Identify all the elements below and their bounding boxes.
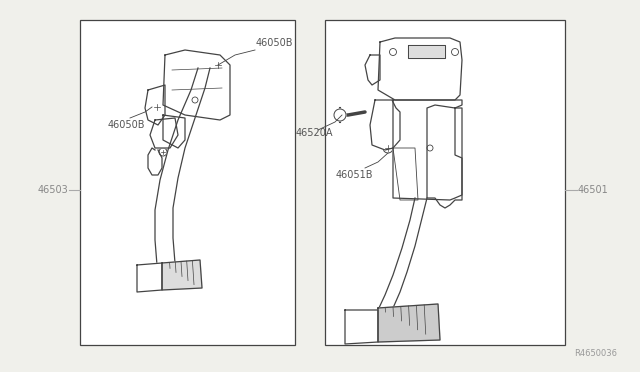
Polygon shape [163,50,230,120]
Bar [325,20,565,345]
Polygon shape [373,198,427,325]
Polygon shape [345,310,378,344]
Polygon shape [408,45,445,58]
Polygon shape [378,304,440,342]
Text: 46051B: 46051B [336,170,374,180]
Polygon shape [163,115,185,148]
Polygon shape [162,260,202,290]
Text: 46520A: 46520A [296,128,333,138]
Text: 46050B: 46050B [108,120,145,130]
Polygon shape [365,55,380,85]
Polygon shape [393,100,462,200]
Text: 46050B: 46050B [256,38,294,48]
Text: 46501: 46501 [578,185,609,195]
Polygon shape [150,118,178,148]
Polygon shape [370,100,400,150]
Text: R4650036: R4650036 [574,349,617,358]
Circle shape [334,109,346,121]
Polygon shape [393,148,418,200]
Polygon shape [145,85,165,125]
Polygon shape [378,38,462,100]
Bar [80,20,295,345]
Text: 46503: 46503 [37,185,68,195]
Polygon shape [137,263,162,292]
Polygon shape [427,105,462,208]
Polygon shape [155,68,210,265]
